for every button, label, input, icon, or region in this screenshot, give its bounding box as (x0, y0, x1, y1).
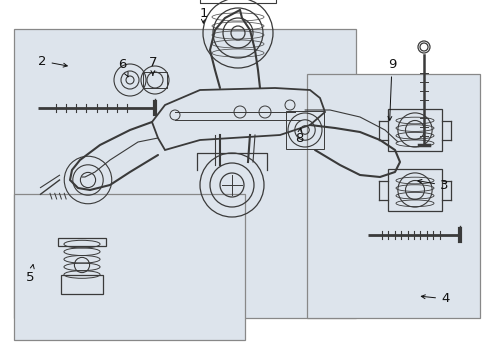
Text: 6: 6 (118, 58, 128, 77)
Bar (200, 0, 276, 3)
Bar (14, 29, 356, 318)
Text: 3: 3 (418, 179, 448, 192)
Bar (389, 169, 441, 211)
Bar (307, 74, 480, 318)
Text: 7: 7 (148, 57, 157, 75)
Bar (61, 274, 103, 293)
Text: 8: 8 (294, 128, 303, 145)
Bar (143, 72, 167, 88)
Text: 2: 2 (38, 55, 67, 68)
Text: 4: 4 (421, 292, 449, 305)
Text: 5: 5 (26, 265, 35, 284)
Text: 9: 9 (388, 58, 396, 120)
Bar (58, 238, 106, 246)
Bar (286, 111, 324, 149)
Bar (14, 194, 245, 340)
Text: 1: 1 (199, 7, 208, 20)
Bar (389, 109, 441, 151)
